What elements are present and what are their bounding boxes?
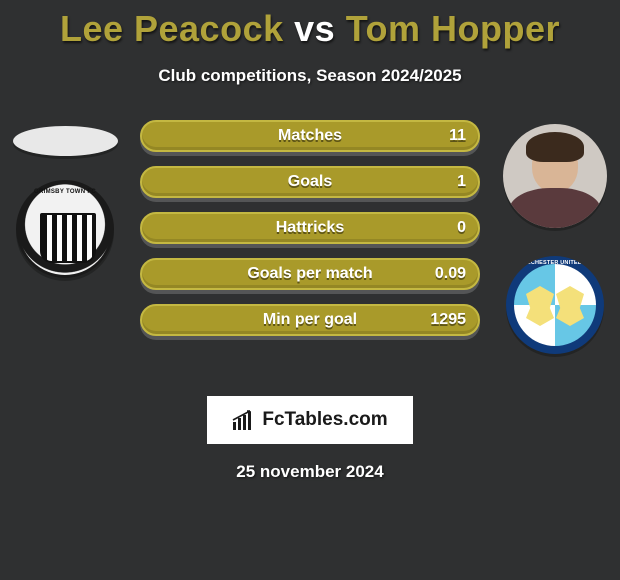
player1-photo-placeholder bbox=[13, 126, 118, 156]
player1-club-crest bbox=[16, 180, 114, 278]
bars-ascending-icon bbox=[232, 410, 256, 430]
stat-value: 0.09 bbox=[435, 265, 466, 283]
player2-club-crest bbox=[506, 256, 604, 354]
stat-label: Min per goal bbox=[263, 311, 357, 329]
stat-row-hattricks: Hattricks 0 bbox=[140, 212, 480, 244]
stat-row-min-per-goal: Min per goal 1295 bbox=[140, 304, 480, 336]
player2-photo bbox=[503, 124, 607, 228]
stat-value: 0 bbox=[457, 219, 466, 237]
stat-value: 11 bbox=[449, 127, 466, 145]
stat-bars: Matches 11 Goals 1 Hattricks 0 Goals per… bbox=[140, 120, 480, 336]
stats-area: Matches 11 Goals 1 Hattricks 0 Goals per… bbox=[0, 116, 620, 376]
stat-row-goals-per-match: Goals per match 0.09 bbox=[140, 258, 480, 290]
player1-name: Lee Peacock bbox=[60, 8, 284, 49]
stat-row-matches: Matches 11 bbox=[140, 120, 480, 152]
player2-name: Tom Hopper bbox=[346, 8, 560, 49]
stat-label: Matches bbox=[278, 127, 342, 145]
logo-text: FcTables.com bbox=[262, 409, 387, 431]
right-player-column bbox=[490, 116, 620, 354]
date-label: 25 november 2024 bbox=[0, 462, 620, 482]
stat-label: Goals per match bbox=[247, 265, 372, 283]
stat-label: Goals bbox=[288, 173, 332, 191]
stat-value: 1 bbox=[457, 173, 466, 191]
stat-label: Hattricks bbox=[276, 219, 344, 237]
vs-separator: vs bbox=[294, 8, 335, 49]
stat-value: 1295 bbox=[430, 311, 466, 329]
subtitle: Club competitions, Season 2024/2025 bbox=[0, 66, 620, 86]
left-player-column bbox=[0, 116, 130, 278]
stat-row-goals: Goals 1 bbox=[140, 166, 480, 198]
fctables-logo: FcTables.com bbox=[207, 396, 413, 444]
comparison-title: Lee Peacock vs Tom Hopper bbox=[0, 0, 620, 50]
